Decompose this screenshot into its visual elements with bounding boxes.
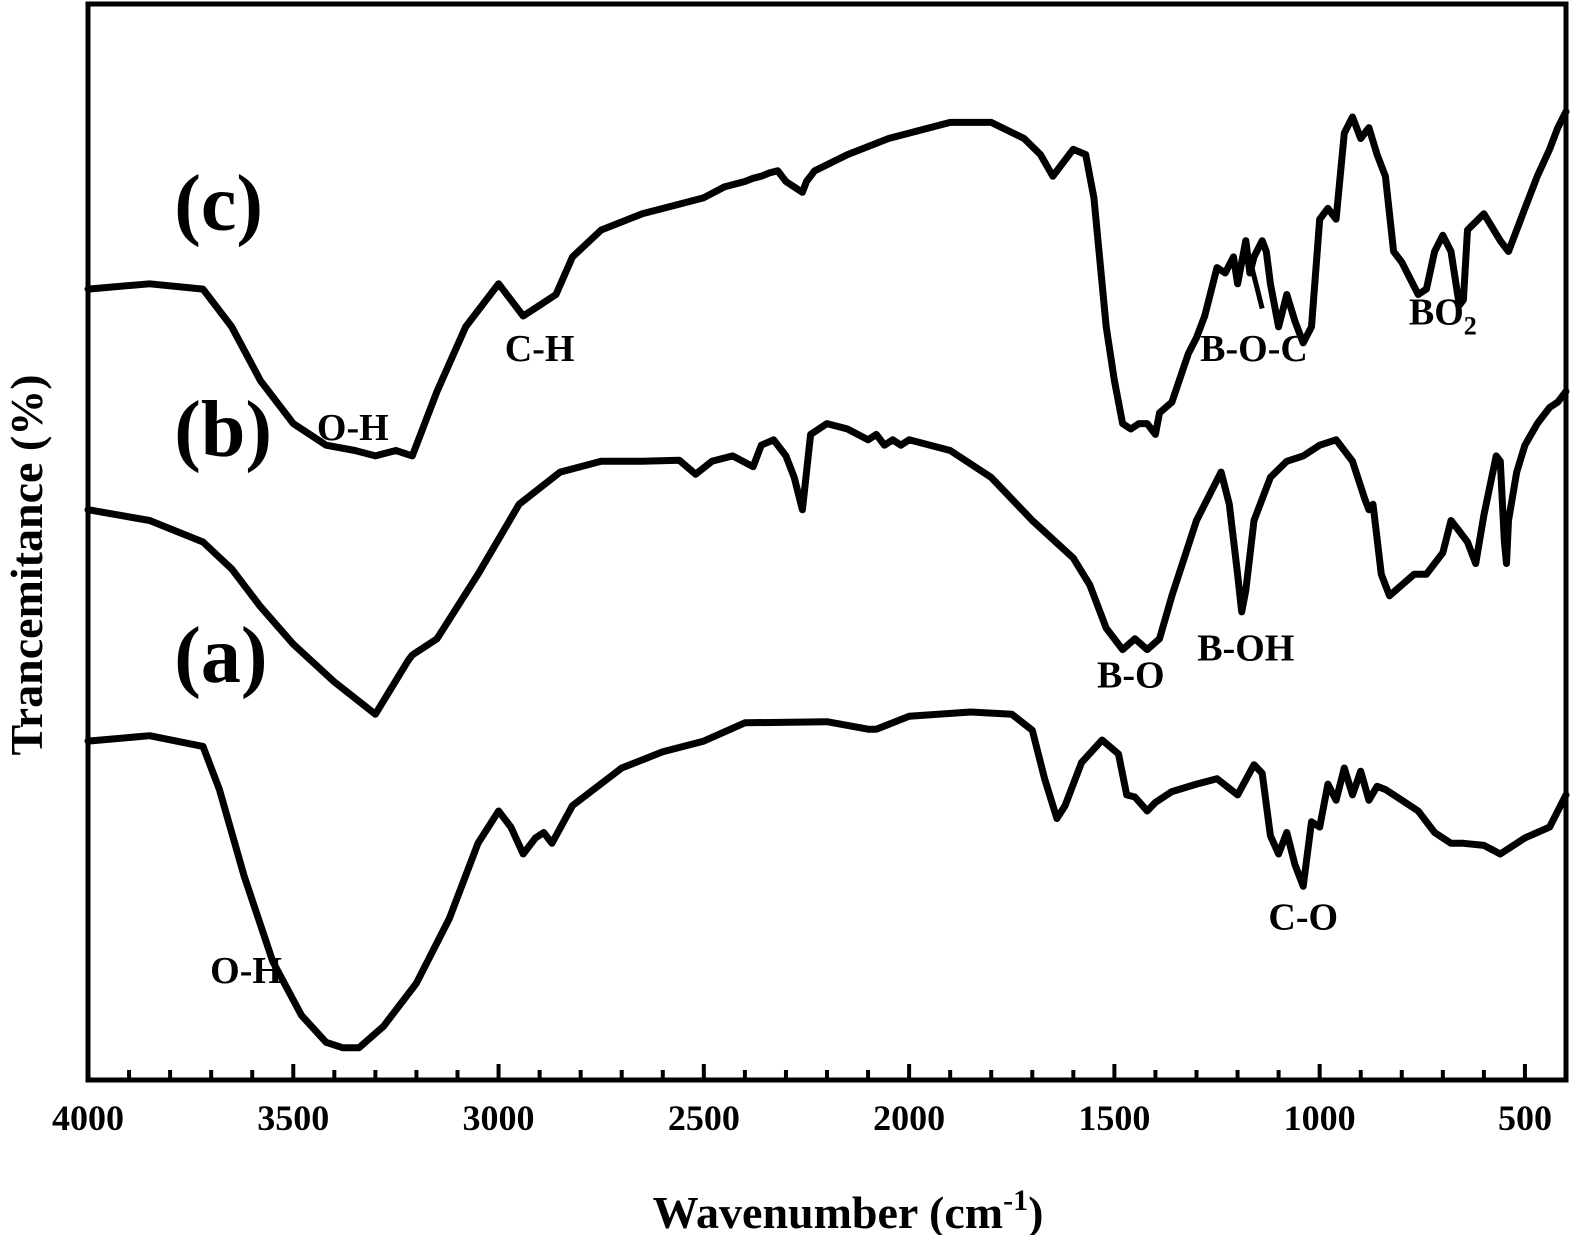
series-labels: (a) (b) (c) (174, 160, 272, 700)
series-line-b (84, 387, 1570, 718)
series-label: (c) (174, 160, 263, 248)
x-axis-ticks (86, 1064, 1527, 1080)
peak-annotation: O-H (317, 407, 389, 449)
peak-annotation: BO2 (1409, 292, 1477, 341)
peak-annotation: C-O (1268, 896, 1338, 938)
peak-annotation: C-H (505, 328, 575, 370)
y-axis-title: Trancemitance (%) (1, 374, 52, 755)
x-tick-label: 4000 (52, 1098, 124, 1138)
x-tick-label: 1500 (1078, 1098, 1150, 1138)
peak-annotations: O-H C-O B-O B-OH O-H C-H B-O-C BO2 (210, 267, 1477, 992)
spectra-series (84, 108, 1570, 1052)
series-label: (b) (174, 386, 272, 474)
peak-annotation: B-O (1097, 654, 1165, 696)
x-axis-tick-labels: 4000 3500 3000 2500 2000 1500 1000 500 (52, 1098, 1552, 1138)
x-tick-label: 500 (1498, 1098, 1552, 1138)
peak-annotation: B-OH (1197, 627, 1294, 669)
peak-annotation: B-O-C (1200, 328, 1308, 370)
series-line-a (84, 708, 1570, 1052)
series-line-c (84, 108, 1570, 460)
x-tick-label: 3000 (463, 1098, 535, 1138)
x-tick-label: 2000 (873, 1098, 945, 1138)
peak-annotation: O-H (210, 950, 282, 992)
x-tick-label: 3500 (257, 1098, 329, 1138)
x-tick-label: 2500 (668, 1098, 740, 1138)
x-axis-title: Wavenumber (cm-1) (653, 1184, 1044, 1235)
b-o-c-pointer-line (1249, 267, 1265, 310)
x-tick-label: 1000 (1284, 1098, 1356, 1138)
series-label: (a) (174, 612, 267, 700)
